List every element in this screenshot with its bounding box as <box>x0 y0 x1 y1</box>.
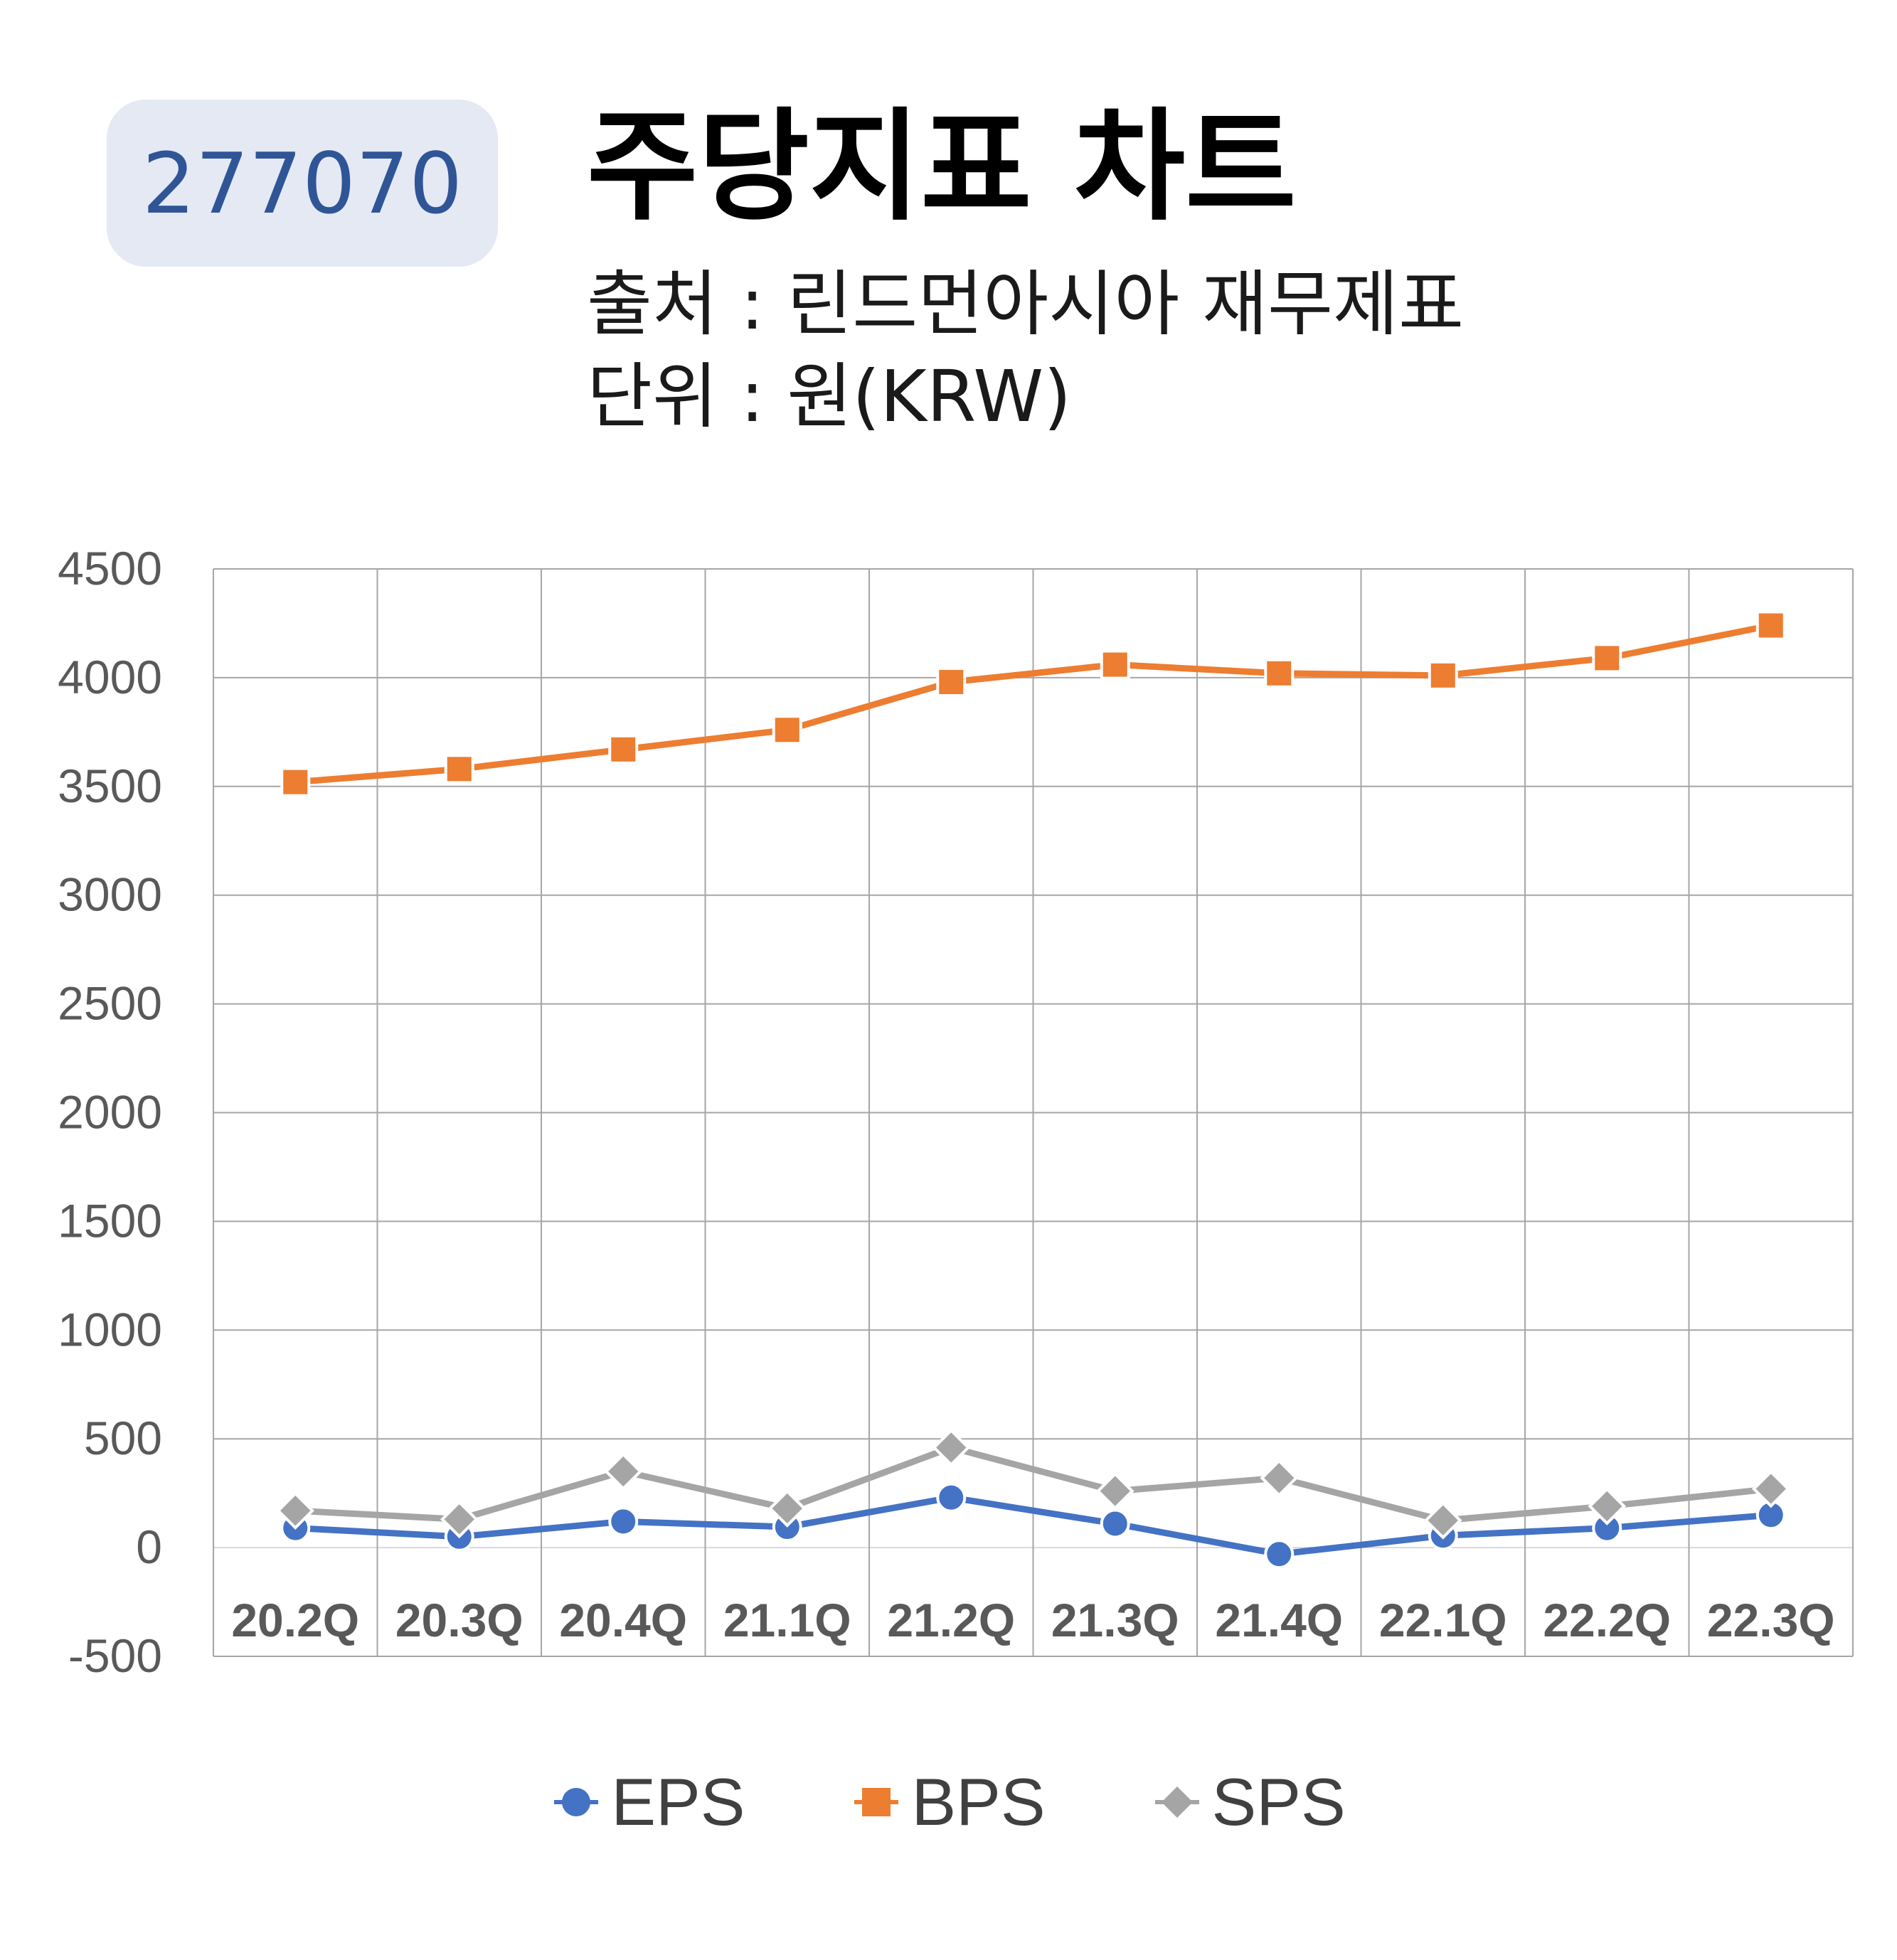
data-point-sps <box>1588 1487 1627 1525</box>
x-tick-label: 21.1Q <box>723 1594 851 1646</box>
y-tick-label: 0 <box>136 1520 162 1573</box>
stock-code: 277070 <box>142 134 463 233</box>
y-tick-label: 3000 <box>58 868 162 921</box>
data-point-eps <box>608 1506 639 1537</box>
unit-text: 단위 : 원(KRW) <box>587 355 1072 438</box>
data-point-sps <box>276 1491 315 1530</box>
data-point-bps <box>772 715 802 745</box>
chart-grid <box>213 568 1854 1657</box>
y-axis-ticks: 4500 4000 3500 3000 2500 2000 1500 1000 500 0 -500 <box>58 542 162 1682</box>
x-tick-label: 22.3Q <box>1707 1594 1835 1646</box>
legend-marker-bps <box>854 1788 899 1816</box>
y-tick-label: 1500 <box>58 1194 162 1247</box>
data-point-sps <box>440 1500 479 1539</box>
legend-marker-eps <box>554 1788 599 1816</box>
chart-title: 주당지표 차트 <box>587 97 1297 238</box>
legend-item-eps: EPS <box>551 1764 745 1841</box>
x-tick-label: 20.4Q <box>559 1594 687 1646</box>
legend-item-bps: BPS <box>851 1764 1046 1841</box>
series-markers <box>276 610 1790 1570</box>
data-point-bps <box>280 767 311 797</box>
series-line-sps <box>295 1444 1772 1524</box>
data-point-bps <box>1264 658 1295 688</box>
data-point-eps <box>1264 1539 1295 1570</box>
chart-legend: EPS BPS SPS <box>0 1764 1897 1841</box>
x-tick-label: 20.3Q <box>395 1594 524 1646</box>
y-tick-label: 2500 <box>58 977 162 1030</box>
legend-label-bps: BPS <box>911 1764 1046 1839</box>
stock-code-badge: 277070 <box>107 100 498 267</box>
y-tick-label: 2000 <box>58 1086 162 1139</box>
x-tick-label: 22.1Q <box>1379 1594 1507 1646</box>
data-point-eps <box>1100 1508 1130 1539</box>
y-tick-label: 3500 <box>58 760 162 812</box>
data-point-sps <box>1423 1501 1462 1540</box>
legend-item-sps: SPS <box>1152 1764 1346 1841</box>
y-tick-label: 500 <box>84 1412 162 1464</box>
source-text: 출처 : 린드먼아시아 재무제표 <box>587 262 1465 346</box>
legend-marker-sps <box>1154 1786 1199 1818</box>
legend-label-sps: SPS <box>1211 1764 1346 1839</box>
series-lines <box>294 622 1772 1557</box>
x-tick-label: 21.2Q <box>887 1594 1015 1646</box>
data-point-sps <box>1095 1471 1135 1511</box>
series-line-bps <box>294 622 1772 786</box>
x-tick-label: 21.4Q <box>1215 1594 1343 1646</box>
data-point-sps <box>1260 1459 1299 1498</box>
x-axis-ticks: 20.2Q 20.3Q 20.4Q 21.1Q 21.2Q 21.3Q 21.4Q 22.1Q… <box>231 1594 1834 1646</box>
y-tick-label: 4000 <box>58 651 162 703</box>
legend-label-eps: EPS <box>611 1764 745 1839</box>
data-point-sps <box>932 1428 971 1467</box>
data-point-bps <box>1428 660 1458 691</box>
y-tick-label: 4500 <box>58 542 162 595</box>
data-point-bps <box>1592 643 1622 673</box>
series-line-eps <box>295 1494 1772 1557</box>
data-point-bps <box>608 734 639 765</box>
x-tick-label: 20.2Q <box>231 1594 359 1646</box>
y-tick-label: -500 <box>68 1629 162 1682</box>
data-point-bps <box>1100 649 1130 680</box>
y-tick-label: 1000 <box>58 1303 162 1356</box>
data-point-sps <box>604 1452 643 1491</box>
data-point-sps <box>767 1489 807 1528</box>
data-point-eps <box>936 1482 967 1513</box>
data-point-bps <box>1755 610 1786 641</box>
data-point-bps <box>444 754 474 784</box>
data-point-bps <box>936 667 967 698</box>
x-tick-label: 22.2Q <box>1543 1594 1671 1646</box>
data-point-sps <box>1751 1469 1790 1508</box>
x-tick-label: 21.3Q <box>1051 1594 1179 1646</box>
